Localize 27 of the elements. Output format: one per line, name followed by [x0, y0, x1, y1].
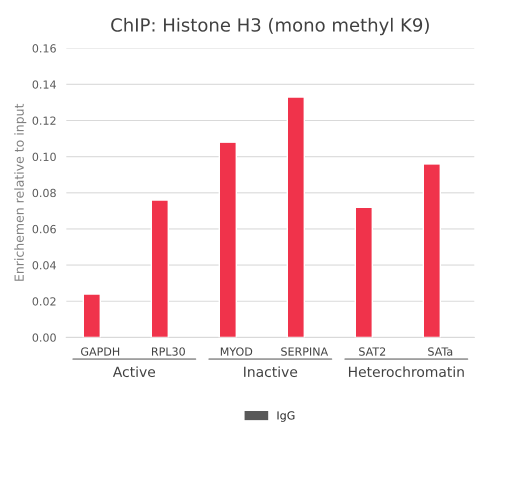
bar [82, 293, 101, 338]
bar [150, 199, 169, 338]
bar [286, 96, 305, 338]
y-tick-label: 0.04 [32, 261, 56, 270]
x-tick-label: SATa [428, 347, 452, 356]
bar [218, 141, 237, 338]
y-tick-label: 0.14 [32, 80, 56, 89]
y-tick-label: 0.06 [32, 224, 56, 234]
y-tick-label: 0.12 [32, 116, 56, 125]
y-tick-label: 0.16 [32, 44, 56, 53]
x-tick-label: RPL30 [152, 347, 185, 356]
text: Active [112, 366, 156, 378]
y-tick-label: 0.02 [32, 297, 56, 306]
chart-title: ChIP: Histone H3 (mono methyl K9) [111, 18, 429, 36]
x-tick-label: SERPINA [281, 347, 328, 356]
x-tick-label: SAT2 [359, 347, 386, 356]
x-tick-label: MYOD [220, 347, 252, 356]
y-tick-label: 0.08 [32, 188, 56, 198]
text: Inactive [244, 366, 298, 378]
x-tick-label: GAPDH [81, 347, 120, 356]
bar [354, 206, 373, 338]
text: Heterochromatin [348, 366, 464, 378]
legend-label: IgG [277, 411, 294, 422]
y-tick-label: 0.10 [32, 152, 56, 162]
bar [422, 163, 441, 338]
y-axis-title: Enrichemen relative to input [14, 104, 26, 281]
y-tick-label: 0.00 [32, 333, 56, 342]
